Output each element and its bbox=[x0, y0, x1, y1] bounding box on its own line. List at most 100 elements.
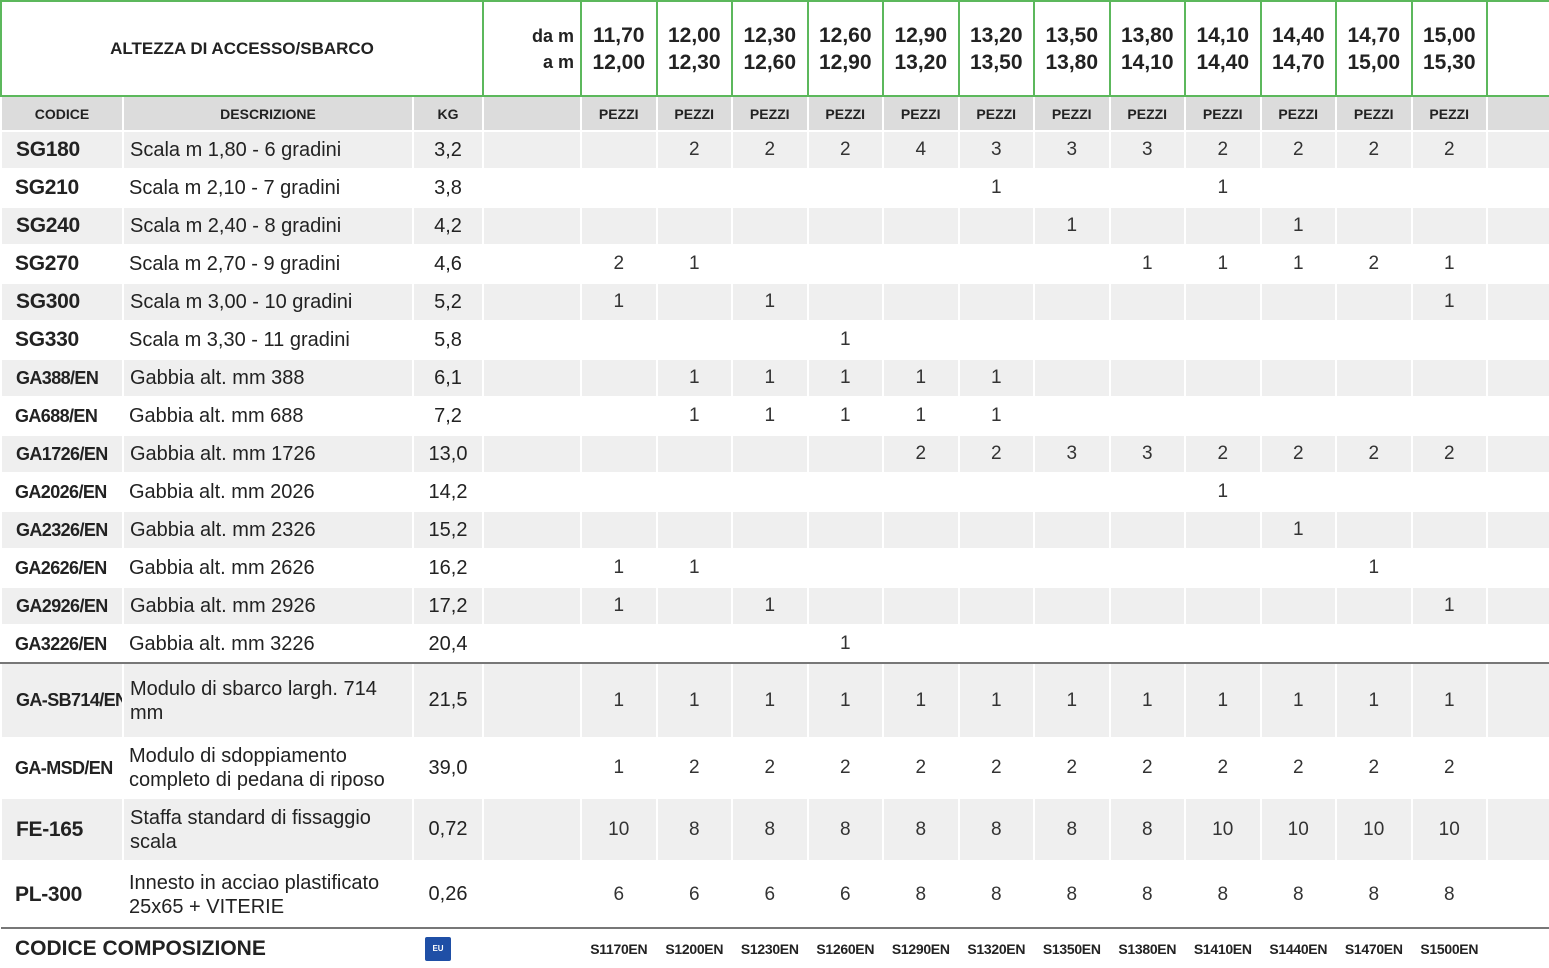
blank bbox=[483, 169, 581, 207]
item-row: GA1726/EN Gabbia alt. mm 1726 13,0 2 2 3 3 2 2 2 2 bbox=[0, 434, 1549, 474]
item-qty: 2 bbox=[1066, 757, 1078, 778]
blank bbox=[1487, 549, 1549, 587]
blank bbox=[1486, 510, 1549, 550]
item-kg: 14,2 bbox=[428, 480, 468, 503]
item-qty: 1 bbox=[731, 662, 808, 739]
item-qty bbox=[1335, 510, 1412, 550]
item-qty bbox=[1033, 510, 1110, 550]
item-qty: 2 bbox=[613, 253, 625, 274]
item-kg: 17,2 bbox=[412, 586, 483, 626]
item-qty: 3 bbox=[957, 130, 1034, 170]
item-description: Scala m 3,00 - 10 gradini bbox=[122, 282, 413, 322]
col-blank bbox=[482, 96, 581, 131]
item-qty bbox=[581, 473, 657, 511]
item-qty bbox=[1033, 358, 1110, 398]
item-qty bbox=[732, 245, 808, 283]
range-from: 12,90 bbox=[894, 23, 948, 47]
item-qty bbox=[732, 473, 808, 511]
item-qty: 1 bbox=[1033, 662, 1110, 739]
item-qty: 1 bbox=[688, 253, 700, 274]
item-code: GA2926/EN bbox=[0, 586, 123, 626]
range-cell: 15,00 15,30 bbox=[1410, 0, 1487, 97]
item-qty: 1 bbox=[1335, 662, 1412, 739]
item-qty: 2 bbox=[1335, 434, 1412, 474]
range-to: 12,30 bbox=[667, 50, 721, 74]
item-qty bbox=[957, 510, 1034, 550]
blank bbox=[483, 927, 581, 968]
item-code: PL-300 bbox=[1, 860, 123, 928]
item-qty: 1 bbox=[1108, 662, 1185, 739]
item-code: SG300 bbox=[0, 282, 123, 322]
item-qty bbox=[1259, 586, 1336, 626]
item-qty bbox=[1261, 473, 1337, 511]
item-row: GA3226/EN Gabbia alt. mm 3226 20,4 1 bbox=[1, 625, 1549, 663]
item-qty: 10 bbox=[580, 797, 657, 862]
item-qty bbox=[806, 282, 883, 322]
item-qty bbox=[808, 473, 884, 511]
item-code: GA-MSD/EN bbox=[15, 757, 113, 778]
item-qty: 8 bbox=[1108, 797, 1185, 862]
item-description: Gabbia alt. mm 1726 bbox=[122, 434, 413, 474]
range-cell: 12,30 12,60 bbox=[731, 0, 808, 97]
item-qty bbox=[1184, 510, 1261, 550]
item-qty bbox=[883, 549, 959, 587]
item-kg: 15,2 bbox=[412, 510, 483, 550]
blank bbox=[1487, 738, 1549, 798]
item-row: GA688/EN Gabbia alt. mm 688 7,2 1 1 1 1 1 bbox=[1, 397, 1549, 435]
item-qty: 1 bbox=[731, 282, 808, 322]
item-kg: 16,2 bbox=[428, 556, 468, 579]
item-qty: 1 bbox=[688, 405, 700, 426]
item-qty: 8 bbox=[655, 797, 732, 862]
blank bbox=[1486, 586, 1549, 626]
item-qty bbox=[1261, 169, 1337, 207]
item-qty bbox=[1034, 321, 1110, 359]
item-qty: 3 bbox=[1108, 130, 1185, 170]
item-qty bbox=[957, 206, 1034, 246]
item-qty bbox=[1336, 169, 1412, 207]
range-labels: da m a m bbox=[483, 0, 581, 97]
item-qty: 10 bbox=[1184, 797, 1261, 862]
blank bbox=[1487, 245, 1549, 283]
item-qty: 8 bbox=[957, 797, 1034, 862]
item-qty: 8 bbox=[1411, 860, 1487, 928]
range-cell: 11,70 12,00 bbox=[580, 0, 657, 97]
item-row: FE-165 Staffa standard di fissaggio scala… bbox=[0, 797, 1549, 862]
item-qty bbox=[580, 510, 657, 550]
item-qty bbox=[657, 321, 733, 359]
item-qty: 1 bbox=[1259, 206, 1336, 246]
col-pieces: PEZZI bbox=[1184, 96, 1261, 131]
item-qty bbox=[1336, 473, 1412, 511]
item-qty: 1 bbox=[990, 405, 1002, 426]
range-from: 11,70 bbox=[593, 23, 645, 47]
item-qty: 1 bbox=[655, 358, 732, 398]
item-qty: 1 bbox=[1410, 282, 1487, 322]
item-qty bbox=[1336, 397, 1412, 435]
item-row: PL-300 Innesto in acciao plastificato 25x… bbox=[1, 860, 1549, 928]
range-from: 13,20 bbox=[969, 23, 1023, 47]
item-qty: 1 bbox=[839, 633, 851, 654]
item-qty: 1 bbox=[731, 586, 808, 626]
range-from: 12,60 bbox=[818, 23, 872, 47]
item-description: Scala m 3,30 - 11 gradini bbox=[129, 329, 350, 351]
item-qty bbox=[882, 206, 959, 246]
item-qty bbox=[1335, 358, 1412, 398]
item-qty: 1 bbox=[882, 358, 959, 398]
item-qty bbox=[1110, 397, 1186, 435]
item-qty bbox=[1184, 282, 1261, 322]
composition-code: S1410EN bbox=[1185, 927, 1261, 968]
range-cell: 14,70 15,00 bbox=[1335, 0, 1412, 97]
range-to: 14,70 bbox=[1271, 50, 1325, 74]
item-description: Scala m 2,40 - 8 gradini bbox=[122, 206, 413, 246]
range-to: 12,60 bbox=[743, 50, 797, 74]
item-qty bbox=[957, 282, 1034, 322]
item-qty: 2 bbox=[990, 757, 1002, 778]
item-qty bbox=[657, 169, 733, 207]
blank bbox=[1486, 797, 1549, 862]
to-label: a m bbox=[542, 51, 574, 72]
item-qty: 2 bbox=[1184, 434, 1261, 474]
item-qty: 1 bbox=[1410, 586, 1487, 626]
col-pieces: PEZZI bbox=[1108, 96, 1185, 131]
